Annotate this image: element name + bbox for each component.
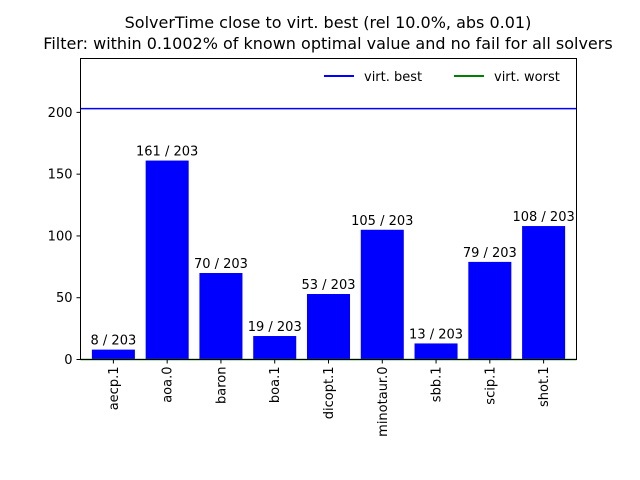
x-tick-label: sbb.1 [430,367,445,403]
chart-title: SolverTime close to virt. best (rel 10.0… [125,13,532,32]
bar-boa.1 [253,336,297,360]
bar-scip.1 [468,261,512,360]
bars-layer [91,160,566,360]
bar-baron [199,273,243,360]
x-tick-label: boa.1 [268,367,283,404]
legend-label: virt. worst [494,70,560,85]
y-tick-label: 150 [48,168,73,183]
bar-value-label: 53 / 203 [302,278,356,293]
y-tick-label: 200 [48,106,73,121]
x-tick-label: dicopt.1 [322,367,337,420]
bar-aecp.1 [91,349,135,360]
bar-value-label: 79 / 203 [463,246,517,261]
bar-value-label: 19 / 203 [248,320,302,335]
x-tick-label: scip.1 [483,366,498,404]
bar-value-label: 8 / 203 [91,334,137,349]
bar-minotaur.0 [360,229,404,360]
bar-labels-layer: 8 / 203 161 / 203 70 / 203 19 / 203 53 / 203… [91,145,575,349]
y-tick-label: 0 [64,353,72,368]
x-tick-label: baron [214,367,229,404]
bar-value-label: 13 / 203 [409,327,463,342]
bar-value-label: 105 / 203 [351,214,413,229]
bar-aoa.0 [145,160,189,360]
bar-value-label: 161 / 203 [136,145,198,160]
x-axis: aecp.1 aoa.0 baron boa.1 dicopt.1 minotaur.0 s… [107,359,552,437]
x-tick-label: aoa.0 [161,367,176,403]
bar-dicopt.1 [306,294,351,360]
bar-sbb.1 [414,343,458,360]
plot-area-frame [80,58,577,360]
legend: virt. best virt. worst [324,70,560,85]
x-tick-label: shot.1 [537,367,552,407]
y-tick-label: 100 [48,229,73,244]
chart-subtitle: Filter: within 0.1002% of known optimal … [43,34,612,53]
legend-label: virt. best [364,70,422,85]
bar-shot.1 [522,226,566,360]
bar-value-label: 108 / 203 [512,210,574,225]
bar-value-label: 70 / 203 [194,257,248,272]
y-axis: 0 50 100 150 200 [48,106,81,368]
x-tick-label: aecp.1 [107,367,122,411]
y-tick-label: 50 [56,291,73,306]
x-tick-label: minotaur.0 [376,367,391,437]
